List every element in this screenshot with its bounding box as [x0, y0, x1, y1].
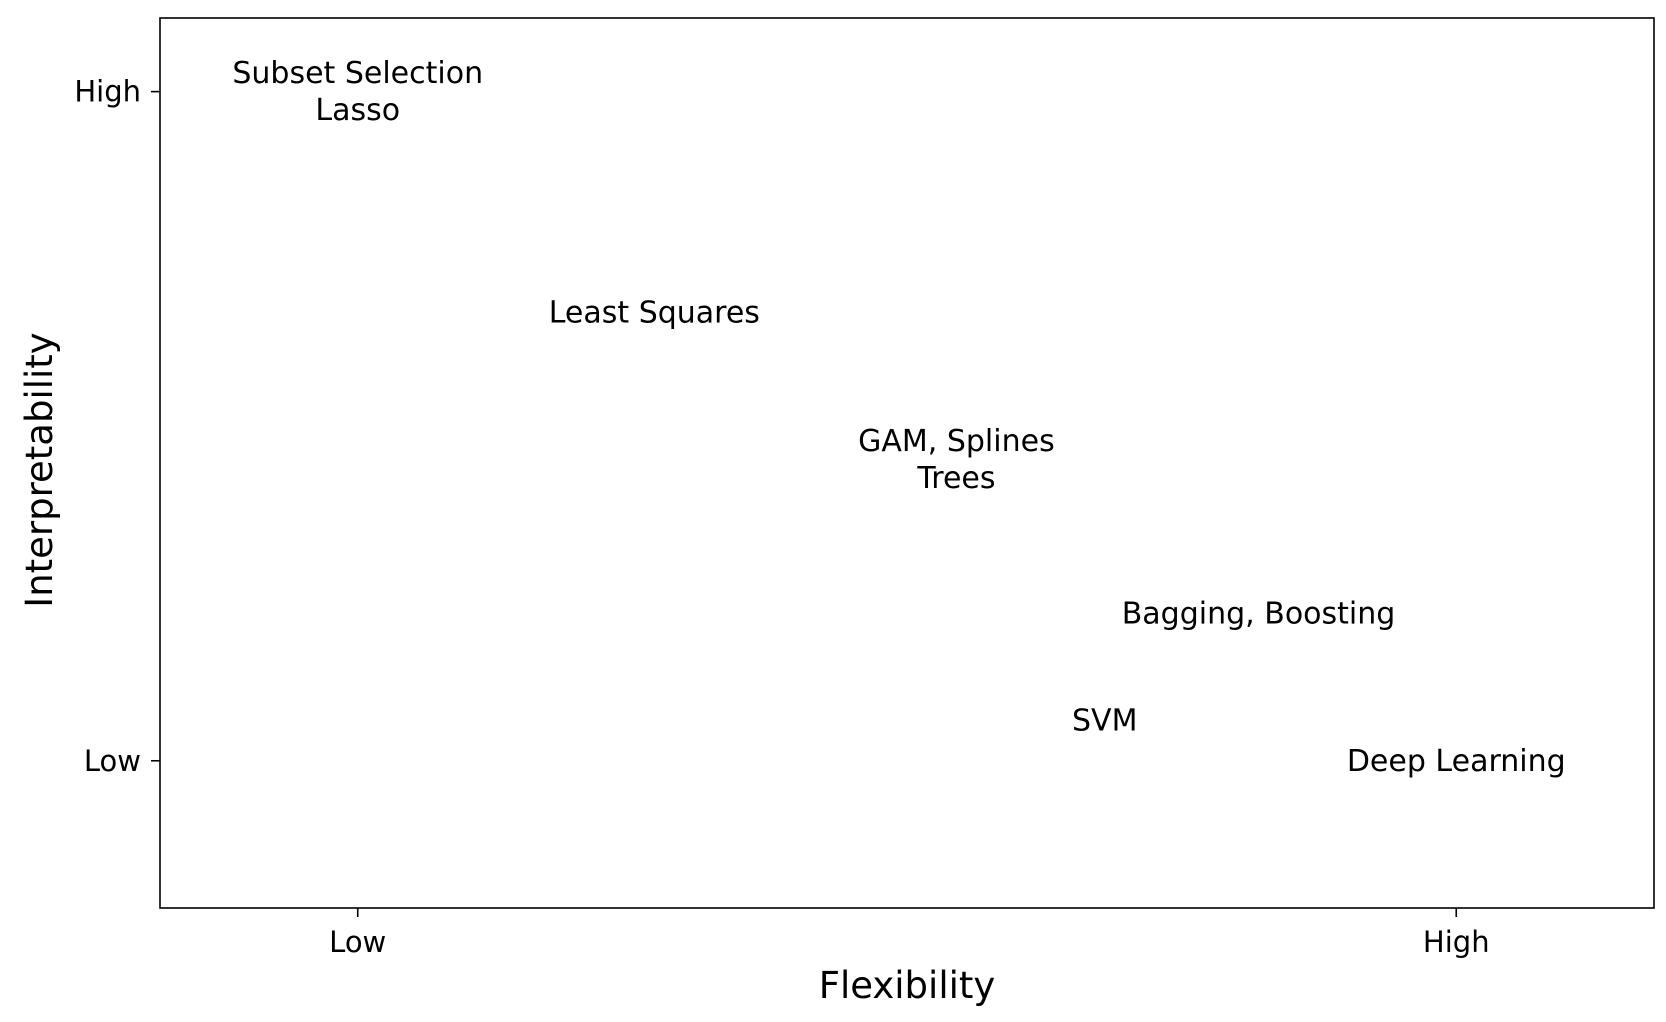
- data-point-label: Bagging, Boosting: [1122, 597, 1396, 632]
- data-point-label-line: Deep Learning: [1347, 744, 1566, 779]
- data-point-label-line: Subset Selection: [232, 56, 483, 91]
- y-tick-label: Low: [84, 744, 141, 778]
- data-point-label-line: Lasso: [315, 93, 400, 128]
- data-point-label-line: GAM, Splines: [858, 424, 1055, 459]
- x-tick-label: High: [1423, 925, 1490, 959]
- ticks: Low High Low High: [74, 75, 1489, 959]
- data-point-label: Least Squares: [549, 295, 760, 330]
- x-axis-title: Flexibility: [819, 964, 996, 1007]
- y-axis-title: Interpretability: [18, 332, 61, 607]
- plot-frame: [159, 17, 1655, 909]
- data-point-label-line: Trees: [916, 461, 995, 496]
- data-point-label-line: SVM: [1072, 704, 1137, 739]
- y-tick-label: High: [74, 75, 141, 109]
- data-point-label-line: Least Squares: [549, 295, 760, 330]
- data-point-label-line: Bagging, Boosting: [1122, 597, 1396, 632]
- data-point-label: SVM: [1072, 704, 1137, 739]
- data-point-label: Deep Learning: [1347, 744, 1566, 779]
- x-tick-label: Low: [329, 925, 386, 959]
